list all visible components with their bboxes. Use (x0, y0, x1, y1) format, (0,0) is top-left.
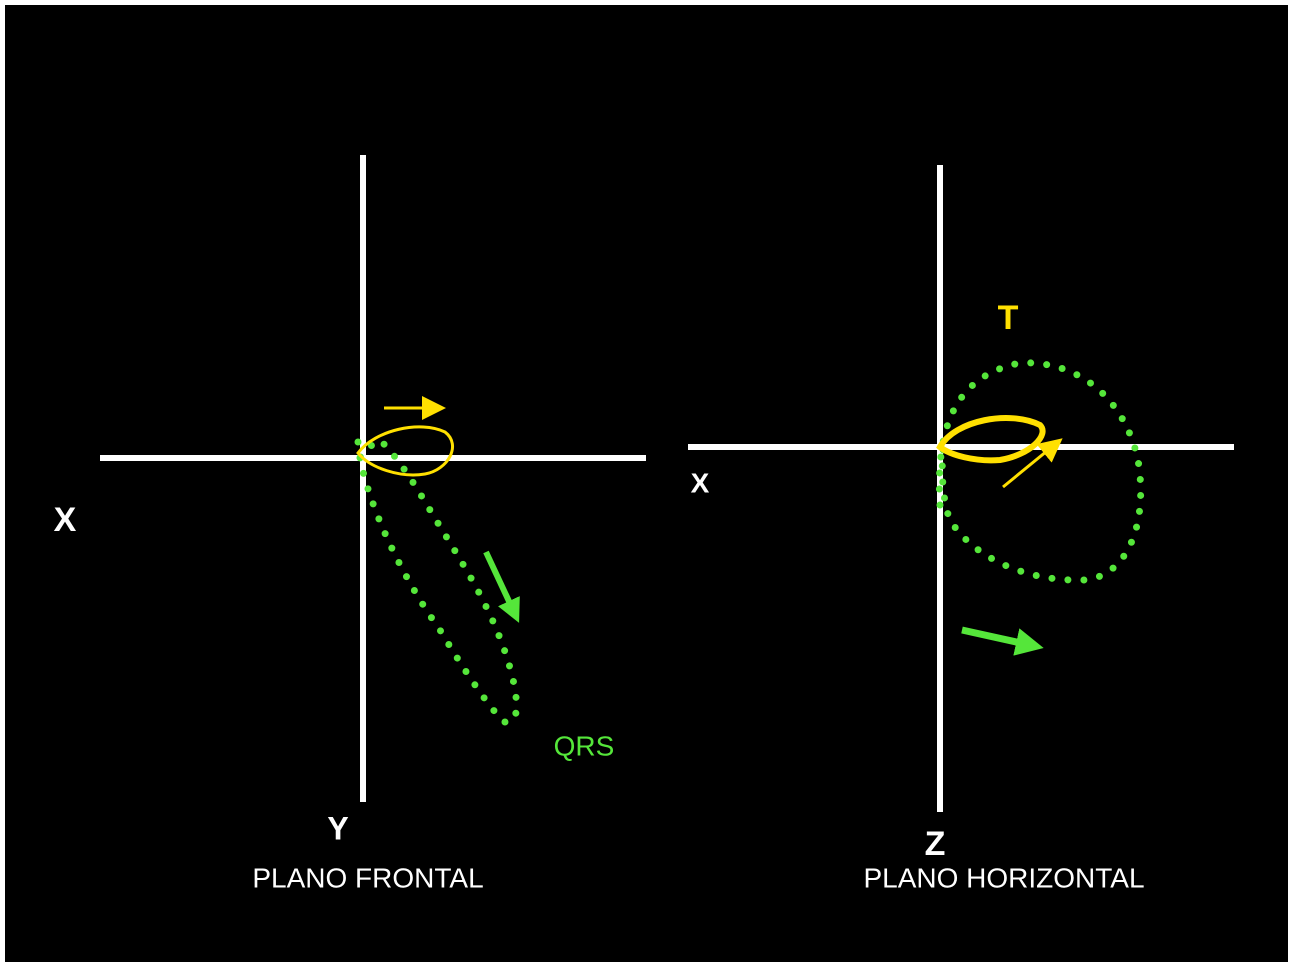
horizontal-plane: X Z T PLANO HORIZONTAL (688, 165, 1234, 893)
qrs-label: QRS (554, 730, 615, 761)
background (5, 5, 1288, 962)
t-loop (356, 425, 454, 477)
y-axis-label: Y (327, 810, 348, 846)
z-axis-label: Z (925, 825, 946, 863)
frontal-plane: X Y QRS PLANO FRONTAL (54, 155, 646, 893)
qrs-arrow (961, 626, 1044, 656)
t-arrow (1002, 438, 1063, 489)
t-loop (936, 415, 1046, 464)
qrs-loop (354, 435, 520, 726)
qrs-loop (935, 359, 1145, 584)
x-axis-label: X (691, 467, 710, 498)
plane-title: PLANO FRONTAL (252, 862, 483, 893)
t-label: T (998, 299, 1019, 337)
qrs-arrow (483, 550, 520, 623)
plane-title: PLANO HORIZONTAL (863, 862, 1144, 893)
x-axis-label: X (54, 501, 77, 539)
